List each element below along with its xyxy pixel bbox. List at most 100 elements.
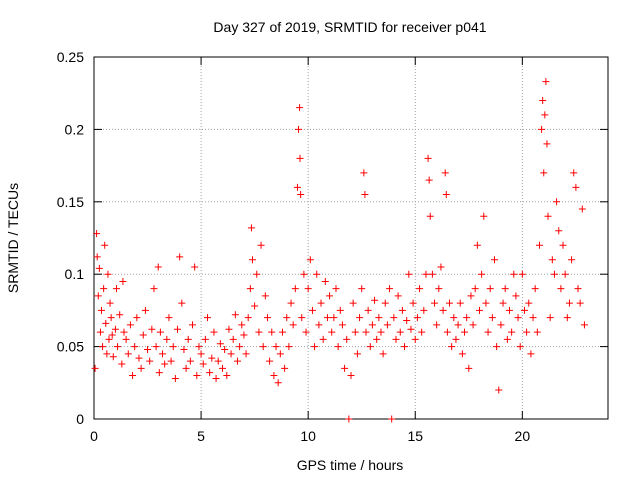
data-point — [169, 343, 177, 351]
data-point — [467, 292, 475, 300]
data-point — [93, 253, 101, 261]
data-point — [448, 343, 456, 351]
data-point — [171, 374, 179, 382]
y-tick-label: 0.1 — [65, 266, 85, 282]
y-tick-label: 0.15 — [57, 194, 84, 210]
data-point — [300, 270, 308, 278]
data-point — [216, 340, 224, 348]
chart-title: Day 327 of 2019, SRMTID for receiver p04… — [213, 19, 486, 35]
data-point — [349, 299, 357, 307]
data-point — [454, 321, 462, 329]
data-point — [493, 343, 501, 351]
data-point — [129, 372, 137, 380]
data-point — [281, 364, 289, 372]
data-point — [95, 264, 103, 272]
data-point — [133, 314, 141, 322]
data-point — [255, 328, 263, 336]
data-point — [247, 224, 255, 232]
data-point — [338, 321, 346, 329]
data-point — [266, 357, 274, 365]
data-point — [144, 345, 152, 353]
x-axis-label: GPS time / hours — [297, 457, 404, 473]
data-point — [159, 350, 167, 358]
data-point — [212, 374, 220, 382]
data-point — [99, 343, 107, 351]
data-point — [478, 270, 486, 278]
data-point — [263, 314, 271, 322]
data-point — [533, 328, 541, 336]
data-point — [546, 314, 554, 322]
data-point — [401, 343, 409, 351]
data-point — [480, 212, 488, 220]
data-point — [225, 325, 233, 333]
data-point — [261, 292, 269, 300]
data-point — [383, 321, 391, 329]
data-point — [458, 350, 466, 358]
data-point — [542, 78, 550, 86]
data-point — [525, 299, 533, 307]
data-point — [508, 328, 516, 336]
data-point — [437, 263, 445, 271]
data-point — [364, 306, 372, 314]
data-point — [223, 372, 231, 380]
data-point — [154, 263, 162, 271]
data-point — [439, 306, 447, 314]
data-point — [565, 299, 573, 307]
data-point — [297, 191, 305, 199]
data-point — [272, 343, 280, 351]
data-point — [118, 360, 126, 368]
data-point — [523, 328, 531, 336]
data-point — [456, 299, 464, 307]
data-point — [353, 350, 361, 358]
data-point — [433, 321, 441, 329]
y-tick-label: 0 — [76, 411, 84, 427]
data-point — [463, 314, 471, 322]
data-point — [304, 285, 312, 293]
data-point — [184, 335, 192, 343]
data-points — [91, 78, 588, 423]
data-point — [167, 357, 175, 365]
data-point — [377, 328, 385, 336]
data-point — [191, 263, 199, 271]
data-point — [341, 364, 349, 372]
data-point — [112, 285, 120, 293]
data-point — [233, 357, 241, 365]
data-point — [424, 154, 432, 162]
data-point — [452, 335, 460, 343]
data-point — [426, 212, 434, 220]
data-point — [375, 314, 383, 322]
data-point — [409, 299, 417, 307]
data-point — [422, 270, 430, 278]
data-point — [206, 369, 214, 377]
data-point — [244, 314, 252, 322]
data-point — [122, 335, 130, 343]
data-point — [137, 364, 145, 372]
data-point — [259, 343, 267, 351]
data-point — [390, 314, 398, 322]
data-point — [189, 321, 197, 329]
data-point — [368, 321, 376, 329]
data-point — [501, 285, 509, 293]
data-point — [186, 357, 194, 365]
data-point — [559, 241, 567, 249]
data-point — [238, 321, 246, 329]
data-point — [201, 335, 209, 343]
data-point — [461, 328, 469, 336]
data-point — [317, 299, 325, 307]
data-point — [100, 285, 108, 293]
data-point — [119, 277, 127, 285]
data-point — [219, 364, 226, 372]
data-point — [287, 299, 295, 307]
data-point — [482, 299, 490, 307]
data-point — [538, 125, 546, 133]
data-point — [371, 296, 379, 304]
data-point — [106, 299, 114, 307]
data-point — [163, 335, 171, 343]
data-point — [411, 335, 419, 343]
data-point — [544, 212, 552, 220]
data-point — [362, 328, 370, 336]
data-point — [210, 328, 218, 336]
data-point — [302, 328, 310, 336]
data-point — [332, 285, 340, 293]
data-point — [120, 328, 128, 336]
